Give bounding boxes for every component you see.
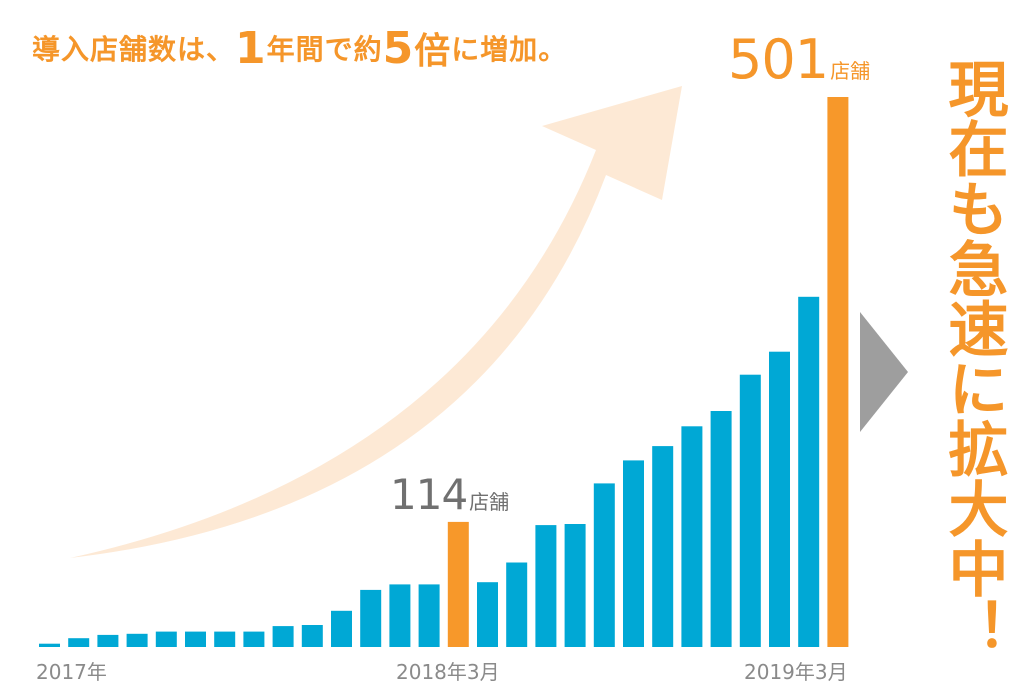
side-message: 現在も急速に拡大中！: [938, 58, 1008, 658]
bar: [389, 584, 411, 647]
bar: [39, 643, 60, 647]
headline: 導入店舗数は、1年間で約5倍に増加。: [32, 23, 568, 74]
highlight-bar: [827, 97, 849, 647]
bar: [97, 634, 119, 647]
bar: [68, 638, 90, 647]
bar: [710, 411, 732, 647]
x-axis-label-2019-03: 2019年3月: [744, 660, 848, 684]
bar: [506, 562, 528, 647]
bar: [681, 426, 703, 647]
bar: [214, 631, 236, 647]
bar: [301, 625, 323, 647]
triangle-right-icon: [860, 312, 908, 432]
bar: [535, 525, 557, 647]
bar: [243, 631, 265, 647]
bar: [126, 633, 148, 647]
bar: [769, 351, 790, 647]
bar: [155, 631, 177, 647]
store-count-callout-2018: 114 店舗: [390, 470, 510, 519]
bar: [593, 483, 615, 647]
bar: [564, 524, 586, 647]
bar: [477, 582, 498, 647]
bar: [185, 631, 206, 647]
bar: [360, 589, 382, 647]
highlight-bar: [447, 521, 469, 647]
x-axis-label-2017: 2017年: [36, 660, 107, 684]
bar: [418, 584, 440, 647]
bar: [739, 374, 761, 647]
bars: [39, 97, 849, 647]
bar: [623, 460, 644, 647]
bar: [652, 446, 674, 647]
bar: [272, 626, 294, 647]
growth-arrow-icon: [70, 86, 682, 558]
store-count-callout-latest: 501 店舗: [728, 28, 871, 91]
bar: [331, 610, 352, 647]
bar: [798, 296, 820, 647]
x-axis-label-2018-03: 2018年3月: [396, 660, 500, 684]
